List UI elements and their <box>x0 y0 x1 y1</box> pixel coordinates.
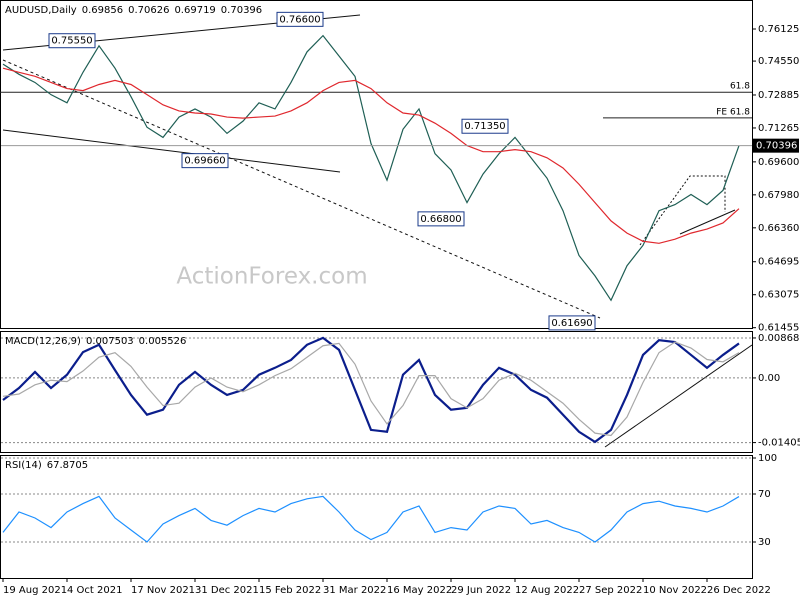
readout-value: 0.70396 <box>221 5 262 16</box>
price-annotation: 0.71350 <box>464 121 505 132</box>
price-annotation: 0.75550 <box>51 36 92 47</box>
y-tick-label: 0.63075 <box>758 290 799 301</box>
series-line <box>2 341 740 437</box>
panel-header: MACD(12,26,9) 0.007503 0.005526 <box>5 336 186 347</box>
trendline <box>2 129 341 173</box>
price-annotation: 0.66800 <box>420 214 461 225</box>
panel-frame <box>0 331 753 453</box>
y-tick-label: 0.67980 <box>758 190 799 201</box>
readout-value: 0.005526 <box>139 336 187 347</box>
x-tick-label: 12 Aug 2022 <box>515 585 579 596</box>
readout-value: 0.007503 <box>86 336 134 347</box>
series-line <box>2 34 740 302</box>
panel-frame <box>0 455 753 579</box>
readout-value: 0.70626 <box>128 5 169 16</box>
panel-title: MACD(12,26,9) <box>5 336 81 347</box>
x-tick-label: 10 Nov 2022 <box>643 585 707 596</box>
level-label: FE 61.8 <box>716 107 750 117</box>
x-tick-label: 16 May 2022 <box>387 585 452 596</box>
x-tick-label: 19 Aug 2021 <box>3 585 67 596</box>
series-line <box>2 67 740 244</box>
series-line <box>2 336 740 444</box>
last-price-label: 0.70396 <box>756 141 797 152</box>
panel-title: RSI(14) <box>5 460 42 471</box>
price-annotation: 0.69660 <box>184 156 225 167</box>
y-tick-label: 0.71265 <box>758 123 799 134</box>
y-tick-label: 0.008687 <box>758 333 800 344</box>
price-annotation-box <box>548 315 596 331</box>
panel-frame <box>0 0 753 329</box>
y-tick-label: 0.61455 <box>758 323 799 334</box>
series-line <box>2 495 740 543</box>
y-tick-label: 0.74550 <box>758 56 799 67</box>
price-annotation-box <box>276 11 324 27</box>
panel-title: AUDUSD,Daily <box>5 5 77 16</box>
y-tick-label: 70 <box>758 489 771 500</box>
x-tick-label: 26 Dec 2022 <box>707 585 771 596</box>
x-tick-label: 31 Mar 2022 <box>323 585 386 596</box>
price-annotation-box <box>48 33 96 49</box>
x-tick-label: 15 Feb 2022 <box>259 585 321 596</box>
price-annotation-box <box>461 118 509 134</box>
price-annotation-box <box>417 211 465 227</box>
trendline <box>2 59 601 319</box>
readout-value: 0.69719 <box>174 5 215 16</box>
price-annotation: 0.61690 <box>551 318 592 329</box>
panel-header: RSI(14) 67.8705 <box>5 460 88 471</box>
y-tick-label: -0.014056 <box>758 438 800 449</box>
y-tick-label: 0.00 <box>758 373 780 384</box>
panel-header: AUDUSD,Daily 0.69856 0.70626 0.69719 0.70396 <box>5 5 262 16</box>
x-tick-label: 17 Nov 2021 <box>131 585 195 596</box>
x-tick-label: 29 Jun 2022 <box>451 585 511 596</box>
level-label: 61.8 <box>730 82 750 92</box>
x-tick-label: 27 Sep 2022 <box>579 585 642 596</box>
y-tick-label: 30 <box>758 537 771 548</box>
trendline <box>604 344 753 448</box>
trendline <box>679 209 736 235</box>
y-tick-label: 0.66360 <box>758 223 799 234</box>
readout-value: 67.8705 <box>47 460 88 471</box>
price-annotation: 0.76600 <box>279 14 320 25</box>
x-tick-label: 31 Dec 2021 <box>195 585 259 596</box>
watermark: ActionForex.com <box>176 264 367 290</box>
last-price-tag <box>753 138 799 153</box>
readout-value: 0.69856 <box>82 5 123 16</box>
y-tick-label: 0.69600 <box>758 157 799 168</box>
y-tick-label: 0.72885 <box>758 90 799 101</box>
y-tick-label: 100 <box>758 453 777 464</box>
x-tick-label: 4 Oct 2021 <box>67 585 122 596</box>
price-annotation-box <box>181 153 229 169</box>
y-tick-label: 0.76125 <box>758 24 799 35</box>
y-tick-label: 0.64695 <box>758 257 799 268</box>
